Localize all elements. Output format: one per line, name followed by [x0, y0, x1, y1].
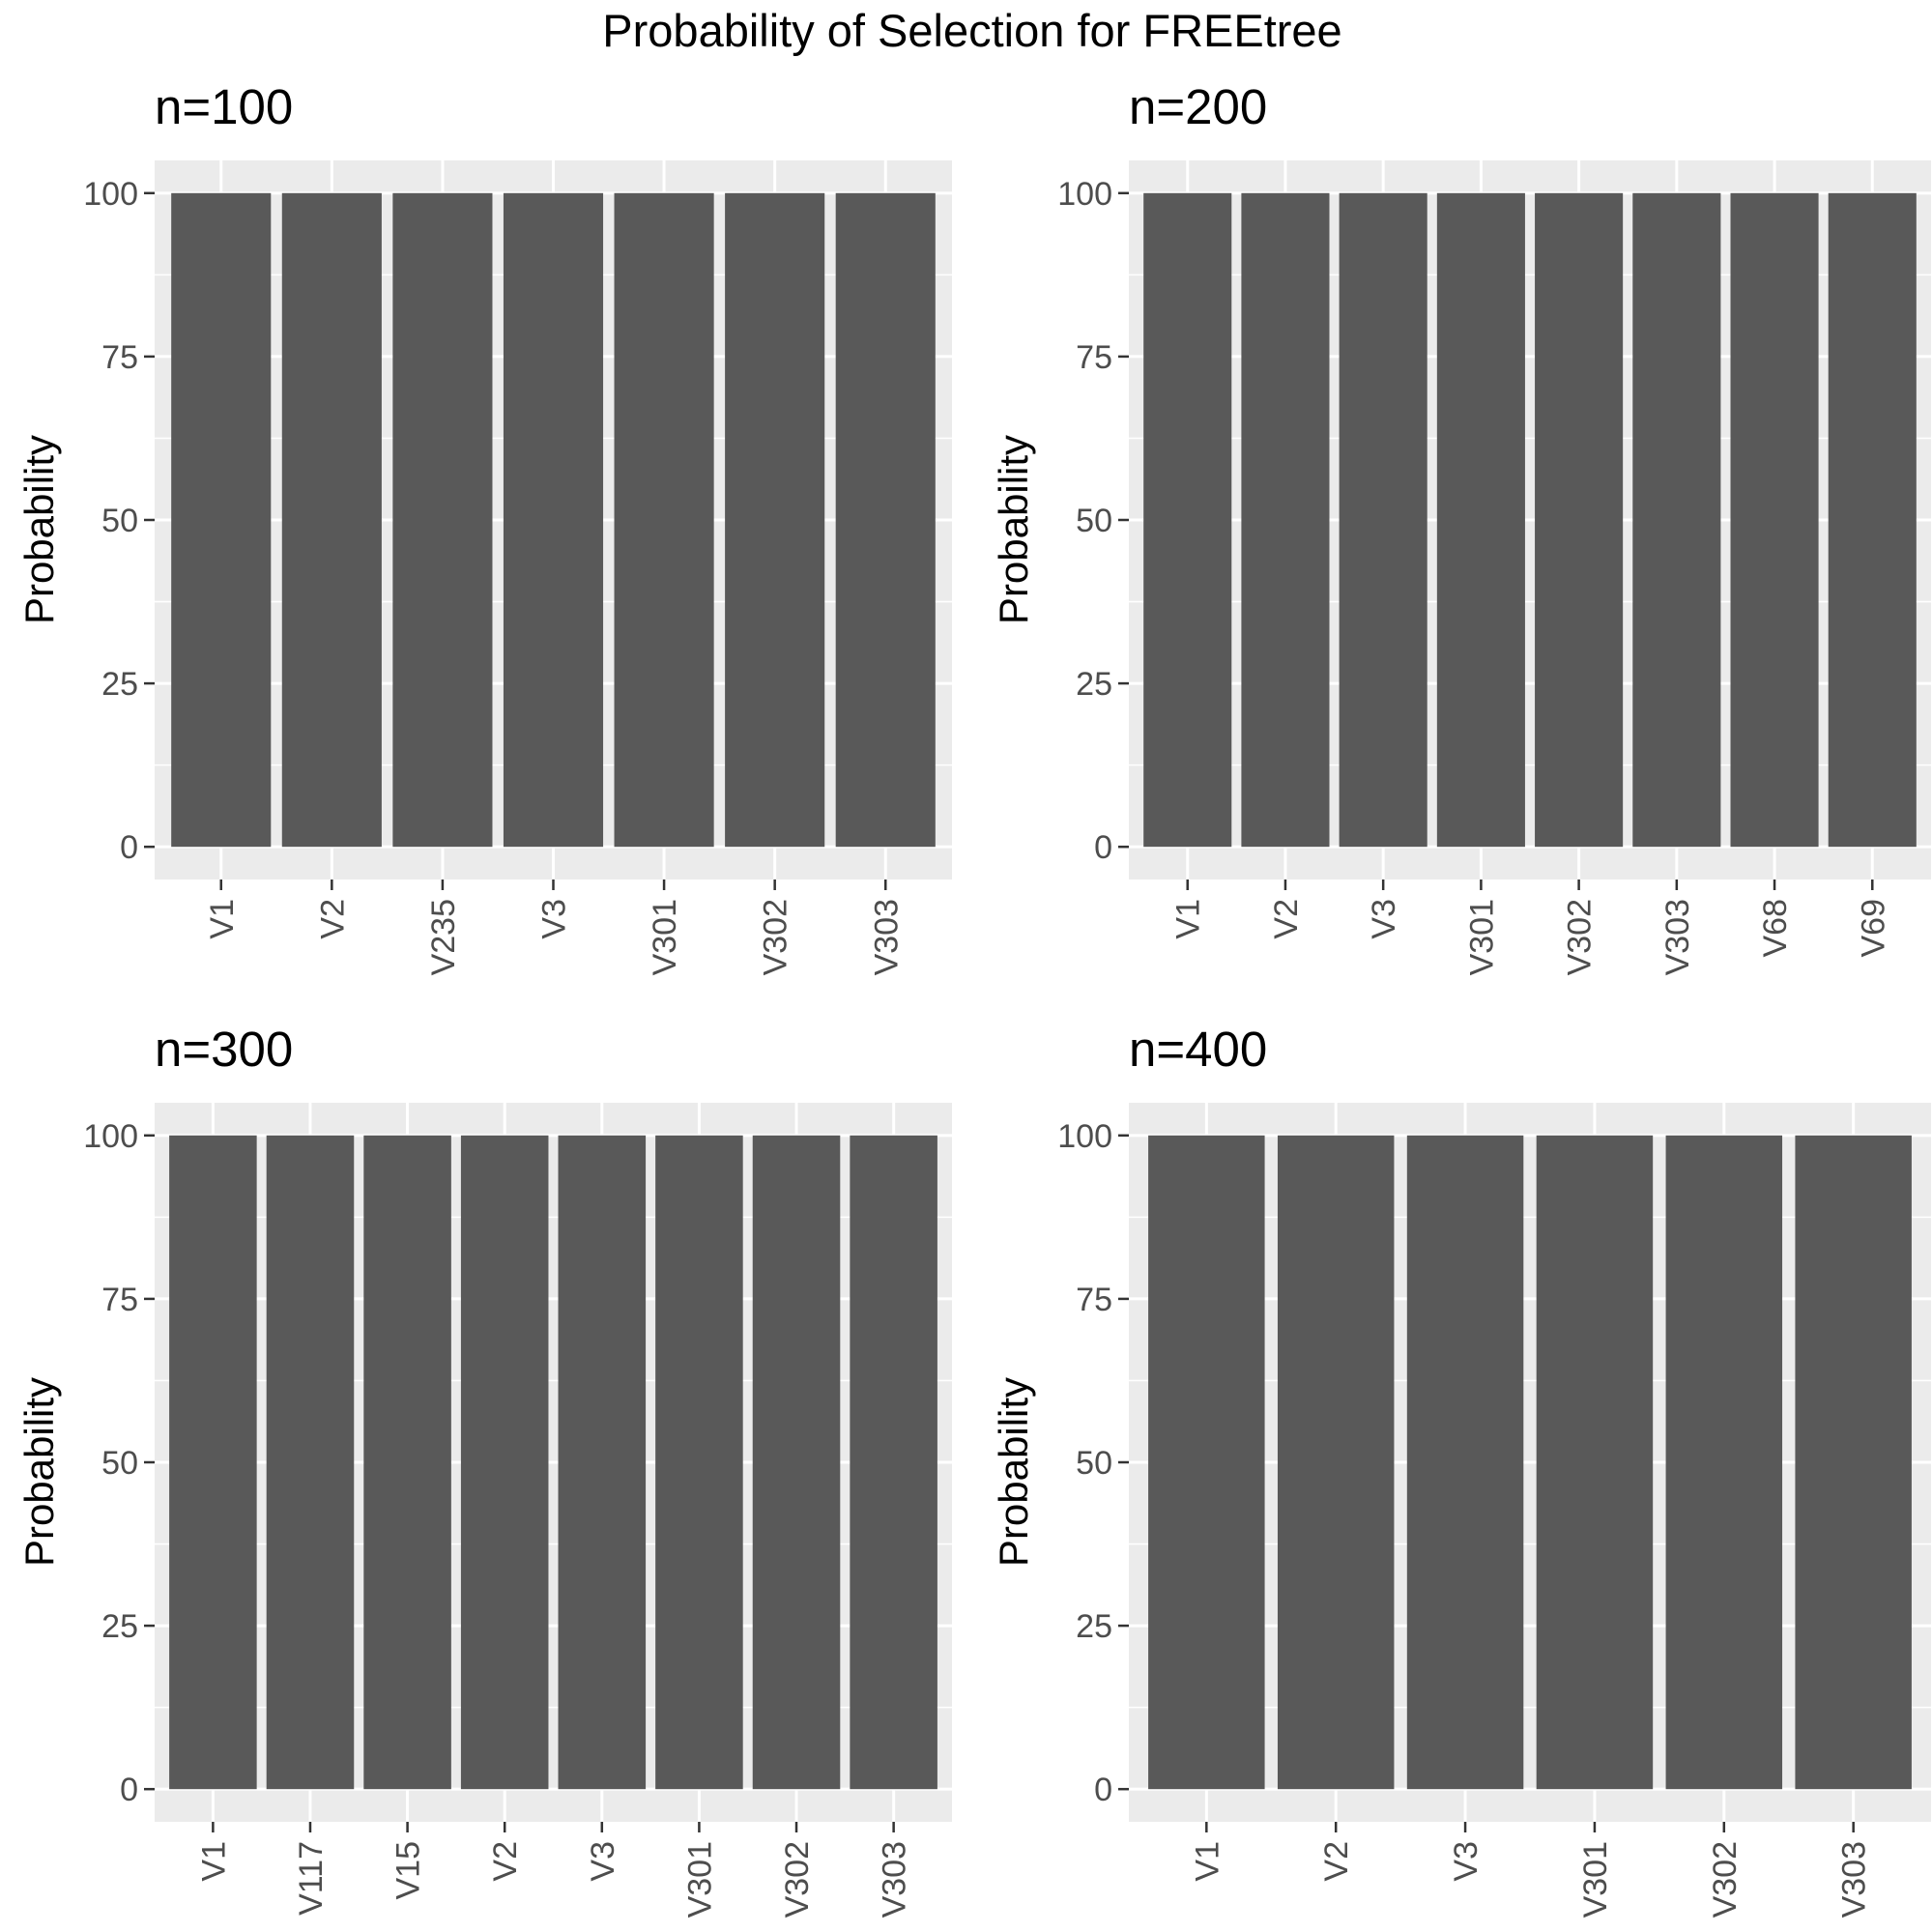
- bar-v68: [1730, 192, 1819, 848]
- x-tick-label: V303: [1659, 899, 1696, 975]
- y-tick-label: 100: [1057, 176, 1112, 213]
- bar-v2: [460, 1135, 549, 1790]
- panel-title: n=200: [1129, 79, 1267, 134]
- x-tick-label: V1: [195, 1841, 232, 1882]
- y-tick-label: 25: [1076, 666, 1112, 703]
- y-axis-title: Probability: [16, 1377, 62, 1567]
- bar-v303: [1795, 1135, 1912, 1790]
- y-tick-label: 75: [1076, 1282, 1112, 1318]
- bar-v2: [1241, 192, 1330, 848]
- x-tick-label: V1: [204, 899, 241, 939]
- y-tick-label: 50: [1076, 1445, 1112, 1482]
- y-tick-label: 0: [1094, 829, 1112, 866]
- facet-panel: 0 25 50 75 100 V1 V117 V15 V2 V3 V301 V302 V303 n=300…: [16, 1022, 952, 1918]
- facet-panel: 0 25 50 75 100 V1 V2 V3 V301 V302 V303 V68 V69 n=200 P…: [991, 79, 1931, 975]
- x-tick-label: V2: [314, 899, 351, 939]
- bar-v2: [1277, 1135, 1395, 1790]
- x-tick-label: V1: [1170, 899, 1207, 939]
- facet-panel: 0 25 50 75 100 V1 V2 V3 V301 V302 V303 n=400 Probabi…: [991, 1022, 1931, 1918]
- y-tick-label: 75: [1076, 339, 1112, 376]
- y-tick-label: 25: [101, 666, 138, 703]
- bar-v3: [1406, 1135, 1524, 1790]
- facet-panel: 0 25 50 75 100 V1 V2 V235 V3 V301 V302 V303 n=100 Pro…: [16, 79, 952, 975]
- y-axis-title: Probability: [16, 435, 62, 624]
- x-tick-label: V302: [1707, 1841, 1744, 1918]
- x-tick-label: V69: [1855, 899, 1891, 958]
- bar-v302: [1535, 192, 1624, 848]
- bar-v303: [835, 192, 936, 848]
- panel-title: n=100: [155, 79, 293, 134]
- bar-v3: [558, 1135, 647, 1790]
- bar-v3: [1339, 192, 1427, 848]
- x-tick-label: V3: [585, 1841, 621, 1882]
- bar-v301: [655, 1135, 743, 1790]
- x-tick-label: V3: [536, 899, 573, 939]
- bar-v302: [1665, 1135, 1783, 1790]
- x-tick-label: V302: [1562, 899, 1599, 975]
- y-tick-label: 75: [101, 339, 138, 376]
- x-tick-label: V301: [681, 1841, 718, 1918]
- x-tick-label: V302: [779, 1841, 816, 1918]
- x-tick-label: V68: [1757, 899, 1794, 958]
- bar-v1: [1148, 1135, 1265, 1790]
- y-tick-label: 50: [1076, 503, 1112, 539]
- x-tick-label: V3: [1366, 899, 1402, 939]
- x-tick-label: V2: [487, 1841, 524, 1882]
- x-tick-label: V301: [1577, 1841, 1614, 1918]
- x-tick-label: V303: [868, 899, 905, 975]
- y-tick-label: 50: [101, 1445, 138, 1482]
- y-tick-label: 25: [1076, 1608, 1112, 1645]
- x-tick-label: V235: [425, 899, 462, 975]
- chart-title: Probability of Selection for FREEtree: [602, 5, 1341, 56]
- x-tick-label: V301: [647, 899, 683, 975]
- x-tick-label: V3: [1448, 1841, 1485, 1882]
- panel-title: n=400: [1129, 1022, 1267, 1077]
- y-tick-label: 100: [83, 176, 138, 213]
- panel-title: n=300: [155, 1022, 293, 1077]
- y-tick-label: 0: [120, 1772, 138, 1808]
- bar-v303: [1632, 192, 1721, 848]
- bar-v301: [614, 192, 714, 848]
- bar-v301: [1536, 1135, 1654, 1790]
- y-tick-label: 100: [1057, 1118, 1112, 1155]
- y-tick-label: 100: [83, 1118, 138, 1155]
- x-tick-label: V2: [1318, 1841, 1355, 1882]
- y-tick-label: 0: [120, 829, 138, 866]
- bar-v69: [1828, 192, 1917, 848]
- y-tick-label: 75: [101, 1282, 138, 1318]
- y-axis-title: Probability: [991, 1377, 1036, 1567]
- y-tick-label: 50: [101, 503, 138, 539]
- y-axis-title: Probability: [991, 435, 1036, 624]
- bar-v1: [171, 192, 272, 848]
- bar-v3: [503, 192, 604, 848]
- bar-v117: [266, 1135, 355, 1790]
- x-tick-label: V117: [293, 1841, 330, 1916]
- x-tick-label: V2: [1268, 899, 1305, 939]
- y-tick-label: 0: [1094, 1772, 1112, 1808]
- bar-v301: [1436, 192, 1525, 848]
- x-tick-label: V302: [758, 899, 794, 975]
- bar-v1: [1143, 192, 1232, 848]
- bar-v302: [725, 192, 825, 848]
- bar-v2: [281, 192, 382, 848]
- x-tick-label: V303: [877, 1841, 913, 1918]
- bar-v15: [363, 1135, 451, 1790]
- x-tick-label: V301: [1463, 899, 1500, 975]
- x-tick-label: V303: [1836, 1841, 1873, 1918]
- x-tick-label: V15: [390, 1841, 427, 1900]
- panels: 0 25 50 75 100 V1 V2 V235 V3 V301 V302 V303 n=100 Pro…: [16, 79, 1931, 1918]
- bar-v235: [392, 192, 493, 848]
- bar-v303: [850, 1135, 937, 1790]
- y-tick-label: 25: [101, 1608, 138, 1645]
- x-tick-label: V1: [1189, 1841, 1226, 1882]
- bar-v1: [169, 1135, 257, 1790]
- bar-v302: [752, 1135, 841, 1790]
